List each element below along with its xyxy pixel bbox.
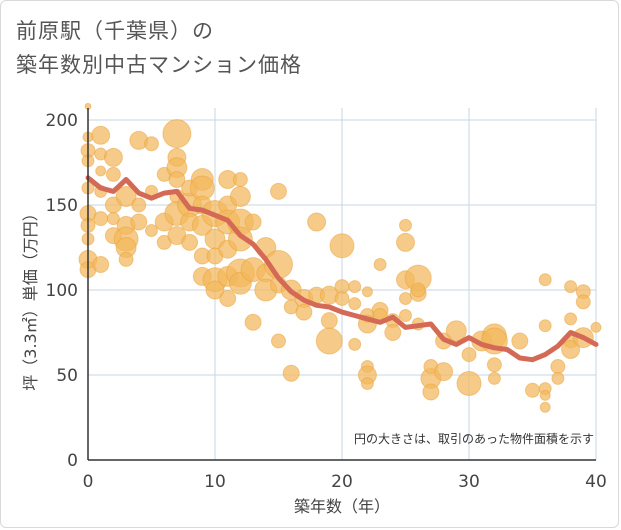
data-bubble [511, 332, 529, 350]
data-bubble [551, 371, 565, 385]
data-bubble [130, 213, 148, 231]
data-bubble [282, 364, 300, 382]
y-tick-label: 150 [46, 196, 78, 216]
x-tick-label: 10 [204, 472, 226, 492]
data-bubble [461, 347, 477, 363]
data-bubble [232, 172, 248, 187]
data-bubble [348, 297, 362, 311]
data-bubble [92, 256, 110, 273]
data-bubble [131, 197, 147, 213]
data-bubble [244, 313, 262, 331]
data-bubble [168, 171, 186, 188]
bubble-series [78, 102, 602, 413]
data-bubble [162, 119, 192, 149]
data-bubble [348, 280, 362, 294]
data-bubble [93, 211, 109, 227]
data-bubble [434, 362, 454, 382]
data-bubble [575, 294, 591, 310]
data-bubble [244, 213, 262, 231]
tick-labels: 0 50 100 150 200 0 10 20 30 40 [46, 111, 607, 492]
data-bubble [373, 258, 387, 271]
chart-title-line2: 築年数別中古マンション価格 [16, 53, 302, 77]
x-tick-label: 0 [83, 472, 94, 492]
trend-line [85, 175, 599, 363]
chart-title-line1: 前原駅（千葉県）の [16, 19, 214, 43]
chart-title: 前原駅（千葉県）の 築年数別中古マンション価格 [16, 14, 302, 82]
x-tick-label: 40 [585, 472, 607, 492]
data-bubble [550, 359, 566, 374]
data-bubble [334, 291, 350, 306]
data-bubble [445, 320, 467, 342]
data-bubble [219, 290, 237, 307]
data-bubble [538, 319, 552, 333]
y-tick-label: 0 [67, 451, 78, 471]
data-bubble [329, 233, 355, 259]
data-bubble [564, 280, 578, 294]
data-bubble [295, 303, 313, 321]
y-tick-label: 50 [56, 366, 78, 386]
data-bubble [91, 125, 111, 145]
y-tick-label: 200 [46, 111, 78, 131]
data-bubble [315, 327, 343, 355]
data-bubble [144, 136, 159, 152]
data-bubble [103, 147, 123, 167]
data-bubble [561, 340, 581, 359]
data-bubble [422, 383, 440, 401]
data-bubble [384, 324, 402, 341]
bubble-size-note: 円の大きさは、取引のあった物件面積を示す [354, 431, 594, 446]
x-tick-label: 20 [331, 472, 353, 492]
data-bubble [271, 333, 286, 349]
data-bubble [399, 218, 412, 232]
data-bubble [539, 401, 551, 413]
data-bubble [564, 312, 578, 326]
data-bubble [456, 371, 482, 396]
data-bubble [399, 292, 412, 305]
data-bubble [181, 233, 199, 251]
data-bubble [348, 337, 362, 351]
data-bubble [361, 286, 373, 298]
data-bubble [539, 389, 551, 401]
data-bubble [118, 251, 134, 267]
data-bubble [105, 166, 121, 182]
data-bubble [307, 212, 327, 232]
y-tick-label: 100 [46, 281, 78, 301]
data-bubble [525, 382, 540, 398]
data-bubble [227, 226, 253, 252]
data-bubble [115, 186, 137, 207]
x-tick-label: 30 [458, 472, 480, 492]
data-bubble [270, 182, 287, 200]
data-bubble [205, 280, 225, 300]
trend-line-group [85, 175, 599, 363]
data-bubble [487, 371, 501, 385]
data-bubble [360, 377, 374, 390]
data-bubble [145, 224, 158, 237]
data-bubble [95, 165, 107, 177]
x-axis-label: 築年数（年） [294, 497, 390, 516]
data-bubble [320, 312, 338, 330]
data-bubble [229, 186, 251, 207]
data-bubble [590, 321, 602, 333]
y-axis-label: 坪（3.3㎡）単価（万円） [21, 205, 40, 390]
data-bubble [396, 232, 415, 252]
data-bubble [486, 357, 502, 373]
data-bubble [410, 282, 426, 298]
data-bubble [106, 212, 120, 226]
data-bubble [399, 309, 412, 322]
axes [87, 108, 596, 461]
data-bubble [538, 273, 552, 287]
